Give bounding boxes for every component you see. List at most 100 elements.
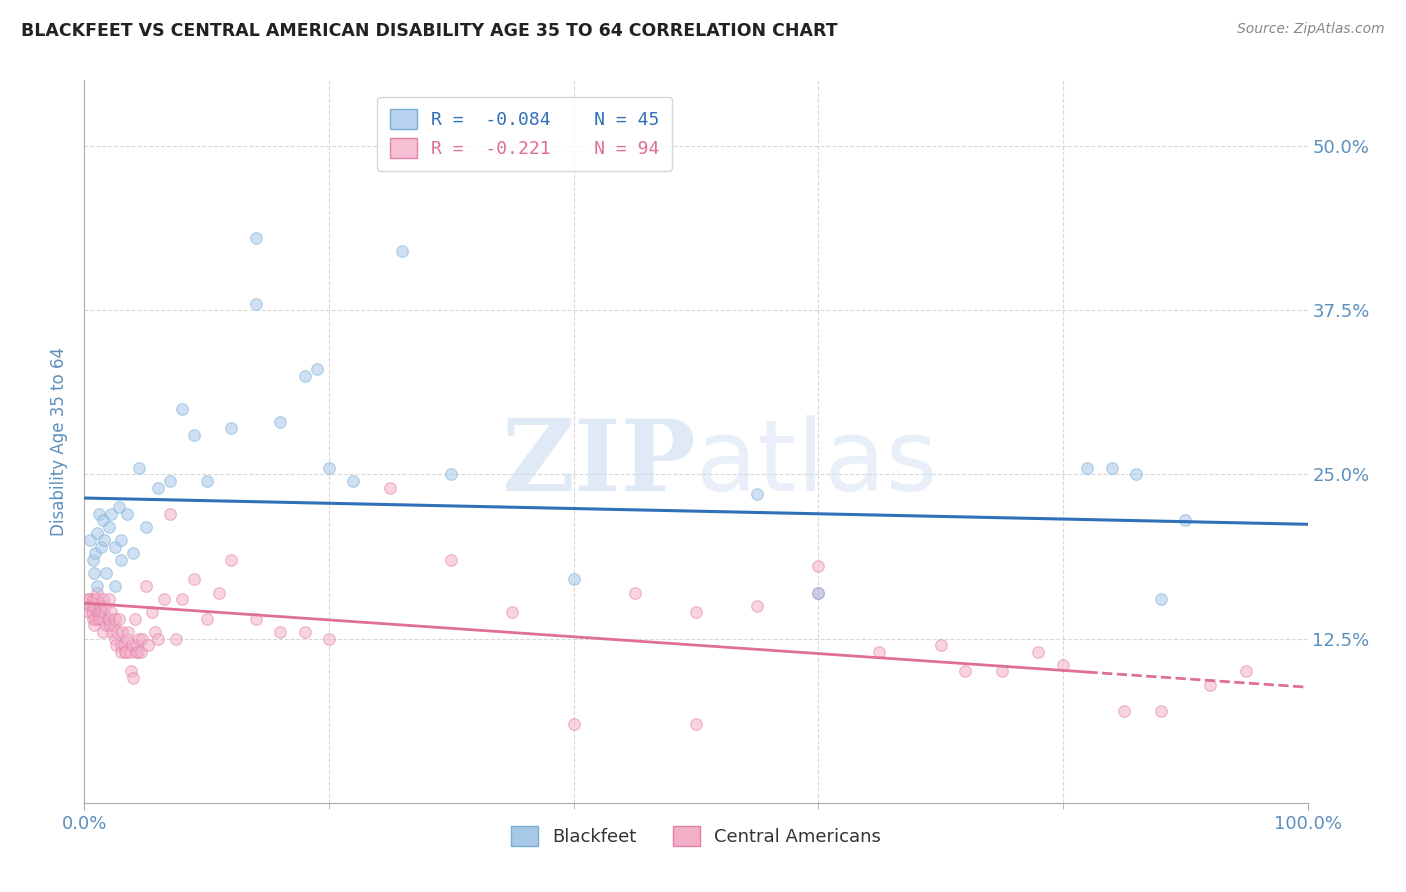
Point xyxy=(141,605,163,619)
Point xyxy=(183,428,205,442)
Point xyxy=(318,460,340,475)
Point xyxy=(1125,467,1147,482)
Point xyxy=(104,612,127,626)
Point xyxy=(685,605,707,619)
Point xyxy=(807,585,830,599)
Point xyxy=(219,421,242,435)
Point xyxy=(208,585,231,599)
Point xyxy=(93,605,115,619)
Point xyxy=(101,625,124,640)
Text: ZIP: ZIP xyxy=(501,415,696,512)
Point xyxy=(128,460,150,475)
Point xyxy=(562,573,585,587)
Point xyxy=(991,665,1014,679)
Point xyxy=(391,244,413,258)
Point xyxy=(1236,665,1258,679)
Point xyxy=(114,645,136,659)
Point xyxy=(117,625,139,640)
Point xyxy=(89,599,111,613)
Point xyxy=(136,638,159,652)
Point xyxy=(1198,677,1220,691)
Point xyxy=(77,592,100,607)
Point xyxy=(869,645,891,659)
Point xyxy=(131,632,153,646)
Point xyxy=(1028,645,1050,659)
Point xyxy=(1076,460,1098,475)
Point xyxy=(91,513,114,527)
Point xyxy=(77,605,100,619)
Point xyxy=(82,553,104,567)
Point xyxy=(122,671,145,685)
Point xyxy=(87,612,110,626)
Point xyxy=(125,645,148,659)
Point xyxy=(440,553,463,567)
Point xyxy=(440,467,463,482)
Point xyxy=(79,533,101,547)
Point xyxy=(89,612,111,626)
Point xyxy=(98,618,121,632)
Point xyxy=(1150,704,1173,718)
Y-axis label: Disability Age 35 to 64: Disability Age 35 to 64 xyxy=(51,347,69,536)
Point xyxy=(807,585,830,599)
Point xyxy=(83,566,105,580)
Point xyxy=(135,579,157,593)
Point xyxy=(105,625,128,640)
Point xyxy=(97,520,120,534)
Point xyxy=(83,618,105,632)
Point xyxy=(115,632,138,646)
Point xyxy=(107,500,129,515)
Text: Source: ZipAtlas.com: Source: ZipAtlas.com xyxy=(1237,22,1385,37)
Point xyxy=(84,592,107,607)
Point xyxy=(245,231,267,245)
Point xyxy=(294,625,316,640)
Point xyxy=(929,638,952,652)
Point xyxy=(118,645,141,659)
Point xyxy=(135,520,157,534)
Point xyxy=(1052,657,1074,672)
Point xyxy=(245,612,267,626)
Point xyxy=(747,487,769,501)
Point xyxy=(103,618,125,632)
Point xyxy=(121,638,143,652)
Point xyxy=(93,533,115,547)
Point xyxy=(624,585,647,599)
Point xyxy=(807,559,830,574)
Point xyxy=(84,546,107,560)
Point xyxy=(91,592,114,607)
Point xyxy=(195,612,218,626)
Point xyxy=(146,632,169,646)
Point xyxy=(96,618,118,632)
Point xyxy=(318,632,340,646)
Point xyxy=(502,605,524,619)
Point xyxy=(96,566,118,580)
Point xyxy=(94,599,117,613)
Point xyxy=(82,612,104,626)
Point xyxy=(86,579,108,593)
Point xyxy=(91,625,114,640)
Point xyxy=(104,540,127,554)
Text: atlas: atlas xyxy=(696,415,938,512)
Point xyxy=(86,605,108,619)
Point xyxy=(1101,460,1123,475)
Point xyxy=(120,665,142,679)
Point xyxy=(128,632,150,646)
Point xyxy=(124,612,146,626)
Point xyxy=(183,573,205,587)
Point xyxy=(100,507,122,521)
Point xyxy=(84,612,107,626)
Point xyxy=(380,481,402,495)
Point xyxy=(79,592,101,607)
Point xyxy=(153,592,176,607)
Point xyxy=(172,592,194,607)
Point xyxy=(97,592,120,607)
Point xyxy=(110,638,132,652)
Point xyxy=(110,645,132,659)
Point xyxy=(953,665,976,679)
Point xyxy=(100,605,122,619)
Point xyxy=(110,553,132,567)
Point xyxy=(80,605,103,619)
Point xyxy=(219,553,242,567)
Point xyxy=(685,717,707,731)
Point xyxy=(97,612,120,626)
Point xyxy=(305,362,328,376)
